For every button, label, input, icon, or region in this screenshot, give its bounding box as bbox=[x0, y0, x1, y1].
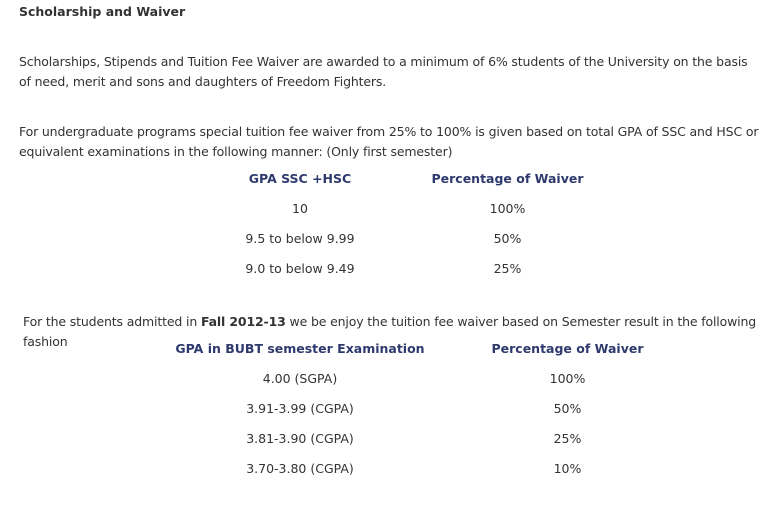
page-title: Scholarship and Waiver bbox=[19, 4, 186, 19]
gpa-cell: 4.00 (SGPA) bbox=[262, 370, 338, 386]
percentage-cell: 100% bbox=[549, 370, 586, 386]
percentage-cell: 25% bbox=[493, 260, 522, 276]
scholarship-intro-paragraph: Scholarships, Stipends and Tuition Fee W… bbox=[19, 54, 748, 89]
percentage-cell: 50% bbox=[493, 230, 522, 246]
table-row: 9.5 to below 9.99 50% bbox=[200, 223, 615, 253]
gpa-cell: 3.70-3.80 (CGPA) bbox=[246, 460, 354, 476]
percentage-cell: 25% bbox=[553, 430, 582, 446]
table-row: 3.70-3.80 (CGPA) 10% bbox=[160, 453, 695, 483]
table-row: 10 100% bbox=[200, 193, 615, 223]
gpa-cell: 10 bbox=[292, 200, 308, 216]
table-row: 4.00 (SGPA) 100% bbox=[160, 363, 695, 393]
undergrad-waiver-paragraph: For undergraduate programs special tuiti… bbox=[19, 124, 759, 159]
gpa-cell: 3.81-3.90 (CGPA) bbox=[246, 430, 354, 446]
table-row: 3.81-3.90 (CGPA) 25% bbox=[160, 423, 695, 453]
column-header-gpa: GPA in BUBT semester Examination bbox=[175, 340, 425, 356]
ssc-hsc-waiver-table: GPA SSC +HSC Percentage of Waiver 10 100… bbox=[200, 163, 615, 283]
column-header-percentage: Percentage of Waiver bbox=[431, 170, 584, 186]
table-header-row: GPA in BUBT semester Examination Percent… bbox=[160, 333, 695, 363]
gpa-cell: 9.5 to below 9.99 bbox=[245, 230, 355, 246]
gpa-cell: 3.91-3.99 (CGPA) bbox=[246, 400, 354, 416]
percentage-cell: 10% bbox=[553, 460, 582, 476]
paragraph-text-after: we be enjoy the tuition fee waiver based… bbox=[23, 314, 757, 349]
semester-waiver-paragraph: For the students admitted in Fall 2012-1… bbox=[23, 312, 768, 352]
table-header-row: GPA SSC +HSC Percentage of Waiver bbox=[200, 163, 615, 193]
percentage-cell: 50% bbox=[553, 400, 582, 416]
table-row: 9.0 to below 9.49 25% bbox=[200, 253, 615, 283]
column-header-gpa: GPA SSC +HSC bbox=[248, 170, 352, 186]
paragraph-text-before: For the students admitted in bbox=[23, 314, 201, 329]
admission-term-highlight: Fall 2012-13 bbox=[200, 314, 286, 329]
table-row: 3.91-3.99 (CGPA) 50% bbox=[160, 393, 695, 423]
column-header-percentage: Percentage of Waiver bbox=[491, 340, 644, 356]
gpa-cell: 9.0 to below 9.49 bbox=[245, 260, 355, 276]
percentage-cell: 100% bbox=[489, 200, 526, 216]
semester-waiver-table: GPA in BUBT semester Examination Percent… bbox=[160, 333, 695, 483]
